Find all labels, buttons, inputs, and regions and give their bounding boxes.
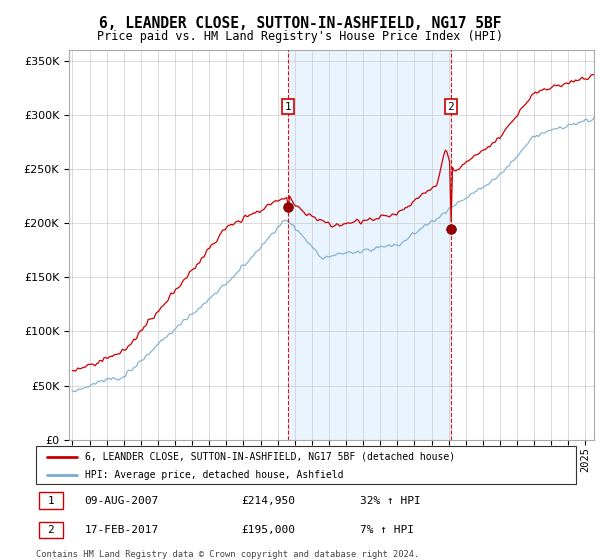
- Text: HPI: Average price, detached house, Ashfield: HPI: Average price, detached house, Ashf…: [85, 470, 343, 480]
- Text: £214,950: £214,950: [241, 496, 295, 506]
- FancyBboxPatch shape: [36, 446, 576, 484]
- Text: 7% ↑ HPI: 7% ↑ HPI: [360, 525, 414, 535]
- Text: 1: 1: [47, 496, 54, 506]
- Text: 6, LEANDER CLOSE, SUTTON-IN-ASHFIELD, NG17 5BF (detached house): 6, LEANDER CLOSE, SUTTON-IN-ASHFIELD, NG…: [85, 452, 455, 462]
- Bar: [288, 50, 451, 440]
- Text: Contains HM Land Registry data © Crown copyright and database right 2024.
This d: Contains HM Land Registry data © Crown c…: [36, 550, 419, 560]
- Text: 1: 1: [284, 101, 291, 111]
- Text: 2: 2: [47, 525, 54, 535]
- Text: 32% ↑ HPI: 32% ↑ HPI: [360, 496, 421, 506]
- Text: £195,000: £195,000: [241, 525, 295, 535]
- Text: 6, LEANDER CLOSE, SUTTON-IN-ASHFIELD, NG17 5BF: 6, LEANDER CLOSE, SUTTON-IN-ASHFIELD, NG…: [99, 16, 501, 31]
- Text: 17-FEB-2017: 17-FEB-2017: [85, 525, 159, 535]
- FancyBboxPatch shape: [39, 492, 63, 509]
- Text: Price paid vs. HM Land Registry's House Price Index (HPI): Price paid vs. HM Land Registry's House …: [97, 30, 503, 43]
- FancyBboxPatch shape: [39, 522, 63, 538]
- Text: 09-AUG-2007: 09-AUG-2007: [85, 496, 159, 506]
- Text: 2: 2: [448, 101, 454, 111]
